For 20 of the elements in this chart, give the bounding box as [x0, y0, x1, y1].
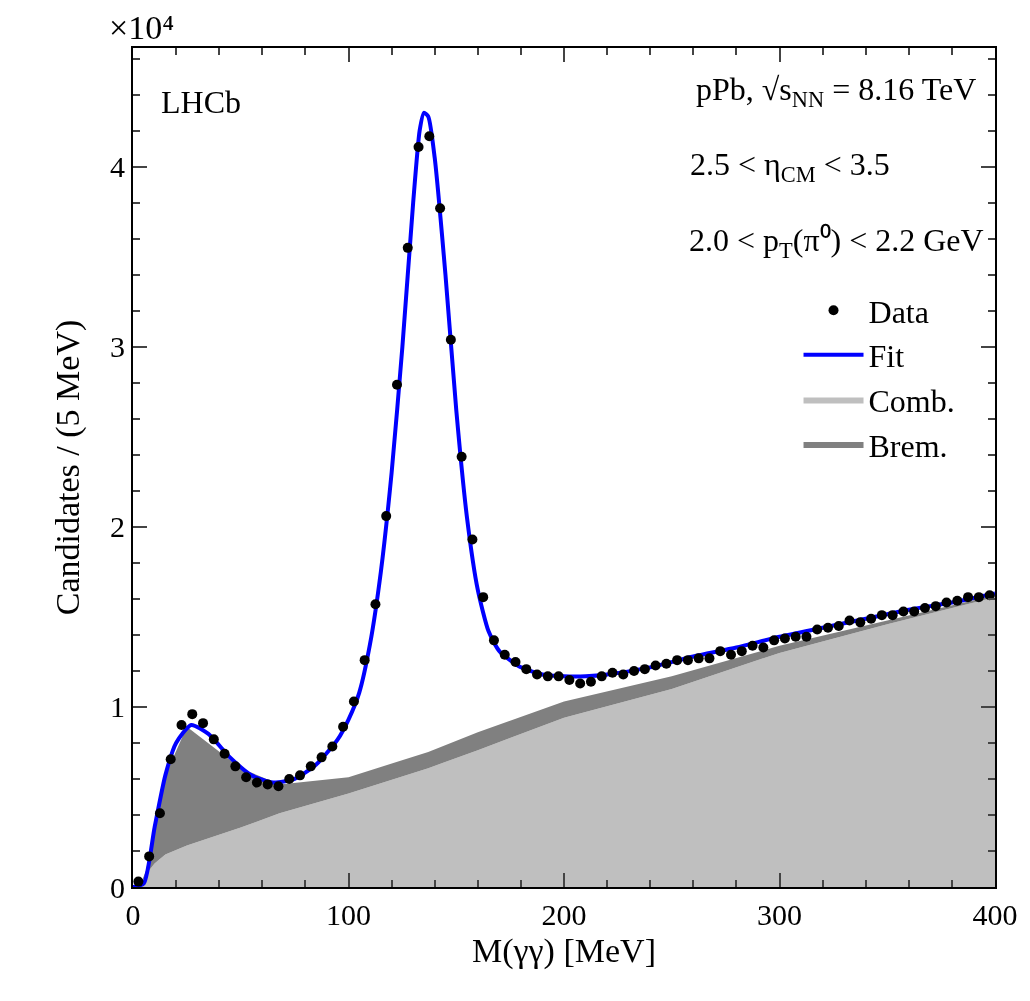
legend-label: Fit — [868, 338, 905, 375]
x-tick-label: 300 — [757, 898, 802, 931]
annotation: LHCb — [161, 84, 241, 120]
annotation: pPb, √s$_{NN}$ = 8.16 TeV — [696, 71, 977, 112]
legend-label: Comb. — [868, 382, 955, 419]
x-tick-label: 400 — [972, 898, 1018, 931]
x-axis-title: M(γγ) [MeV] — [472, 931, 656, 970]
annotation: 2.0 < p$_{T}$(π⁰) < 2.2 GeV — [689, 222, 984, 263]
y-tick-label: 4 — [110, 150, 125, 184]
y-tick-label: 0 — [110, 870, 125, 904]
legend-label: Data — [868, 293, 929, 330]
annotation: 2.5 < η$_{CM}$ < 3.5 — [690, 146, 890, 187]
x-tick-label: 200 — [541, 898, 587, 931]
y-axis-title: Candidates / (5 MeV) — [49, 319, 88, 616]
x-tick-label: 100 — [326, 898, 371, 931]
y-tick-label: 2 — [110, 510, 125, 544]
legend-label: Brem. — [868, 427, 948, 464]
text: ×10⁴ — [109, 9, 175, 46]
y-tick-label: 1 — [110, 690, 125, 724]
y-tick-label: 3 — [110, 330, 125, 364]
